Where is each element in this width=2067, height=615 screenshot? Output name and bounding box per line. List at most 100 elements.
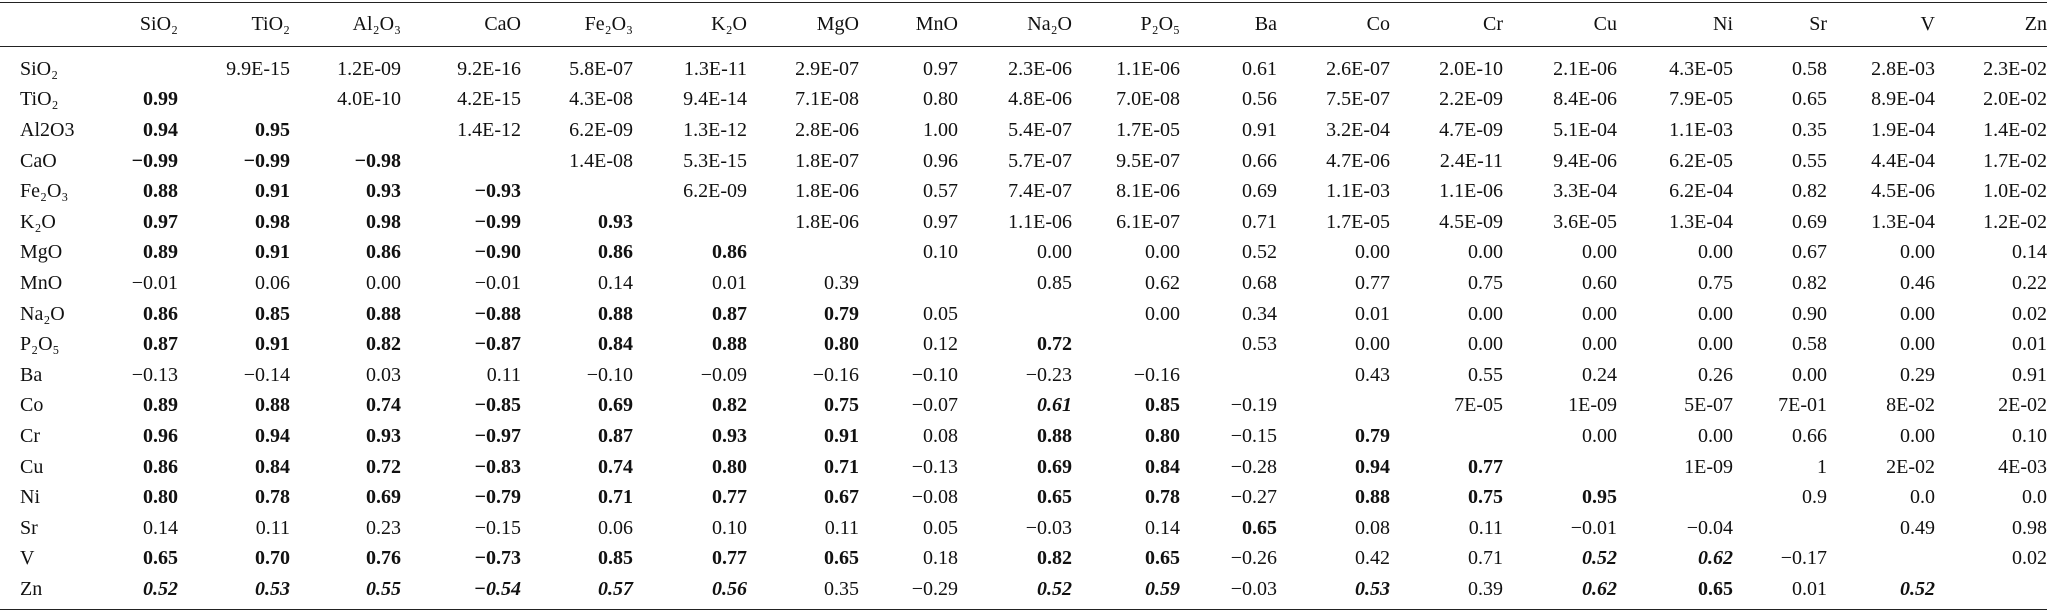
table-cell: 0.61: [1242, 57, 1277, 80]
row-header: Zn: [20, 577, 43, 600]
table-cell: 0.91: [2012, 363, 2047, 386]
table-row: Cu 0.86 0.84 0.72 −0.83 0.74 0.80 0.71 −0.13 0.69…: [0, 452, 2047, 483]
table-cell: 0.00: [1037, 241, 1072, 264]
empty-cell: [1503, 452, 1617, 483]
table-cell: 0.88: [598, 302, 633, 325]
column-header: Cu: [1503, 2, 1617, 47]
empty-cell: [1733, 513, 1827, 544]
table-cell: 4.2E-15: [457, 88, 521, 111]
empty-cell: [1935, 574, 2047, 609]
table-cell: 0.53: [1242, 333, 1277, 356]
table-cell: 0.88: [1037, 424, 1072, 447]
table-cell: 0.00: [1698, 241, 1733, 264]
column-header: TiO₂: [178, 2, 290, 47]
table-cell: 0.23: [366, 516, 401, 539]
table-cell: −0.15: [1230, 424, 1277, 447]
table-cell: 0.72: [1037, 333, 1072, 356]
table-cell: 0.56: [1242, 88, 1277, 111]
table-cell: 0.85: [1145, 394, 1180, 417]
table-cell: 0.84: [598, 333, 633, 356]
table-cell: 1.8E-07: [795, 149, 859, 172]
table-cell: 1.7E-05: [1116, 118, 1180, 141]
table-cell: 5.7E-07: [1008, 149, 1072, 172]
table-cell: 0.06: [255, 271, 290, 294]
table-cell: 0.10: [712, 516, 747, 539]
table-cell: 1.3E-04: [1669, 210, 1733, 233]
table-cell: 0.05: [923, 302, 958, 325]
table-cell: 0.82: [366, 333, 401, 356]
table-cell: 5E-07: [1684, 394, 1733, 417]
table-cell: 0.91: [824, 424, 859, 447]
column-header: Al₂O₃: [290, 2, 401, 47]
table-cell: 1E-09: [1568, 394, 1617, 417]
row-header: Na₂O: [20, 302, 65, 325]
table-cell: 0.86: [712, 241, 747, 264]
table-cell: 0.65: [1037, 486, 1072, 509]
table-cell: 0.85: [255, 302, 290, 325]
table-cell: 0.88: [712, 333, 747, 356]
column-header: MnO: [859, 2, 958, 47]
table-cell: 0.00: [366, 271, 401, 294]
table-cell: 4.7E-09: [1439, 118, 1503, 141]
table-cell: 0.00: [1355, 333, 1390, 356]
table-cell: 0.57: [923, 180, 958, 203]
table-cell: 0.76: [366, 547, 401, 570]
row-header: Sr: [20, 516, 38, 539]
table-cell: 0.67: [824, 486, 859, 509]
table-cell: −0.99: [131, 149, 178, 172]
table-cell: 0.00: [1900, 424, 1935, 447]
table-cell: −0.87: [474, 333, 521, 356]
table-cell: 0.46: [1900, 271, 1935, 294]
table-cell: 0.42: [1355, 547, 1390, 570]
table-row: Na₂O 0.86 0.85 0.88 −0.88 0.88 0.87 0.79 0.05 0.0…: [0, 299, 2047, 330]
table-cell: 0.98: [366, 210, 401, 233]
table-cell: 6.1E-07: [1116, 210, 1180, 233]
table-cell: 0.74: [598, 455, 633, 478]
table-cell: 4.3E-05: [1669, 57, 1733, 80]
row-header: V: [20, 547, 35, 570]
table-cell: −0.26: [1230, 547, 1277, 570]
table-cell: 0.00: [1582, 302, 1617, 325]
table-cell: 0.91: [1242, 118, 1277, 141]
table-cell: 0.60: [1582, 271, 1617, 294]
table-row: Sr 0.14 0.11 0.23 −0.15 0.06 0.10 0.11 0.05 −0.03…: [0, 513, 2047, 544]
table-cell: 8E-02: [1886, 394, 1935, 417]
table-cell: 0.00: [1582, 424, 1617, 447]
table-cell: 5.1E-04: [1553, 118, 1617, 141]
table-cell: −0.16: [1133, 363, 1180, 386]
table-cell: 4.7E-06: [1326, 149, 1390, 172]
table-cell: 0.11: [824, 516, 859, 539]
table-cell: 0.08: [923, 424, 958, 447]
column-header: Ba: [1180, 2, 1277, 47]
table-cell: 1.1E-06: [1439, 180, 1503, 203]
table-cell: 2.2E-09: [1439, 88, 1503, 111]
table-cell: 5.3E-15: [683, 149, 747, 172]
table-cell: 0.70: [255, 547, 290, 570]
table-cell: 0.10: [2012, 424, 2047, 447]
table-cell: 0.89: [143, 394, 178, 417]
table-cell: 0.00: [1468, 333, 1503, 356]
table-cell: 0.71: [1242, 210, 1277, 233]
table-row: Zn 0.52 0.53 0.55 −0.54 0.57 0.56 0.35 −0.29 0.52…: [0, 574, 2047, 609]
table-cell: 0.72: [366, 455, 401, 478]
table-cell: 0.75: [1468, 271, 1503, 294]
table-cell: 2E-02: [1886, 455, 1935, 478]
table-cell: 7E-01: [1778, 394, 1827, 417]
column-header: Sr: [1733, 2, 1827, 47]
table-cell: 4.0E-10: [337, 88, 401, 111]
empty-cell: [401, 146, 521, 177]
table-cell: 0.62: [1582, 577, 1617, 600]
table-cell: 0.80: [712, 455, 747, 478]
table-row: V 0.65 0.70 0.76 −0.73 0.85 0.77 0.65 0.18 0.82 0.…: [0, 544, 2047, 575]
table-cell: −0.27: [1230, 486, 1277, 509]
table-cell: −0.09: [700, 363, 747, 386]
empty-cell: [958, 299, 1072, 330]
table-cell: 0.53: [255, 577, 290, 600]
table-cell: 1: [1817, 455, 1827, 478]
table-cell: 0.95: [255, 118, 290, 141]
table-cell: 0.87: [143, 333, 178, 356]
table-cell: 0.77: [712, 486, 747, 509]
row-header: CaO: [20, 149, 57, 172]
table-cell: 0.84: [255, 455, 290, 478]
table-cell: 0.96: [143, 424, 178, 447]
